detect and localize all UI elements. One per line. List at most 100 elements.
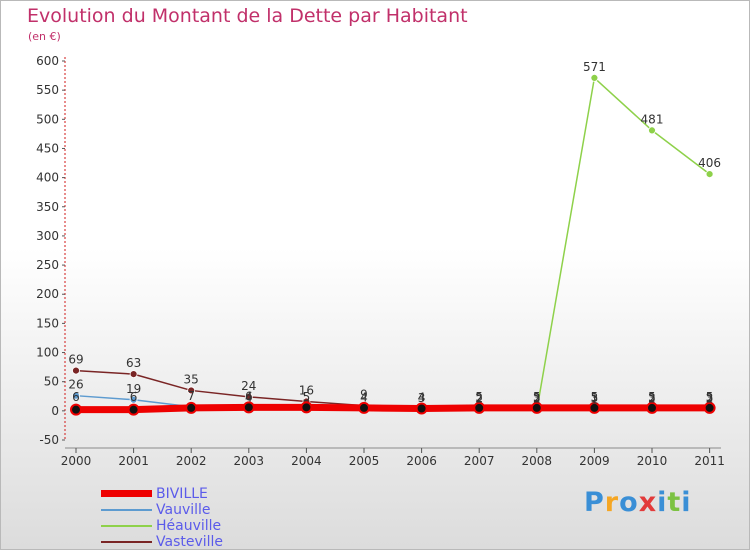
data-label: 3 <box>533 391 541 405</box>
legend-label: Héauville <box>156 518 222 534</box>
logo-letter: o <box>619 487 639 518</box>
logo-letter: x <box>638 487 658 518</box>
x-tick-label: 2003 <box>234 454 265 468</box>
proxiti-logo: Proxiti <box>584 487 692 518</box>
data-point <box>646 401 658 414</box>
data-label: 406 <box>698 156 721 170</box>
logo-letter: P <box>584 487 605 518</box>
x-tick-label: 2009 <box>579 454 610 468</box>
data-label: 2 <box>533 392 541 406</box>
data-point <box>129 395 138 404</box>
data-label: 2 <box>648 392 656 406</box>
legend-swatch <box>101 541 152 543</box>
y-tick-label: 400 <box>36 171 59 185</box>
data-point <box>473 401 486 414</box>
logo-letter: t <box>667 487 682 518</box>
data-label: 5 <box>648 390 656 404</box>
x-tick-label: 2010 <box>637 454 668 468</box>
data-label: 5 <box>475 390 483 404</box>
data-label: 3 <box>706 391 714 405</box>
x-tick-label: 2001 <box>118 454 149 468</box>
data-point <box>705 170 714 179</box>
data-label: 63 <box>126 356 141 370</box>
data-point <box>129 370 138 379</box>
data-label: 5 <box>303 390 311 404</box>
y-tick-label: 0 <box>51 404 59 418</box>
y-tick-label: 100 <box>36 346 59 360</box>
data-point <box>590 74 599 82</box>
data-label: 4 <box>245 391 253 405</box>
data-label: 4 <box>418 391 426 405</box>
data-label: 7 <box>187 389 195 403</box>
data-label: 2 <box>475 391 483 405</box>
y-tick-label: 50 <box>44 375 59 389</box>
data-point <box>70 403 82 416</box>
data-label: 26 <box>68 378 83 392</box>
data-label: 6 <box>72 390 80 404</box>
series-layer <box>70 74 716 416</box>
data-label: 35 <box>184 372 199 386</box>
data-point <box>72 391 80 400</box>
data-point <box>648 126 656 135</box>
y-tick-label: 350 <box>36 200 59 214</box>
y-tick-label: 500 <box>36 112 59 126</box>
x-tick-label: 2002 <box>176 454 207 468</box>
data-label: 2 <box>475 392 483 406</box>
data-label: 481 <box>641 112 664 126</box>
data-label: 5 <box>591 390 599 404</box>
data-label: 24 <box>241 379 256 393</box>
legend-item: BIVILLE <box>101 486 301 502</box>
data-point <box>242 401 255 414</box>
data-label: 3 <box>591 391 599 405</box>
data-label: 16 <box>299 384 314 398</box>
legend: BIVILLE Vauville Héauville Vasteville <box>101 486 301 549</box>
data-label: 19 <box>126 382 141 396</box>
data-label: 5 <box>706 390 714 404</box>
data-point <box>185 401 198 414</box>
legend-swatch <box>101 509 152 511</box>
chart-subtitle: (en €) <box>28 30 61 43</box>
y-tick-label: 250 <box>36 258 59 272</box>
data-point <box>358 401 370 414</box>
y-tick-label: 200 <box>36 287 59 301</box>
data-label: 3 <box>418 391 426 405</box>
legend-item: Héauville <box>101 518 301 534</box>
legend-label: BIVILLE <box>156 486 208 502</box>
data-point <box>244 392 253 401</box>
series-line-héauville <box>76 77 711 412</box>
data-label: 571 <box>583 60 606 74</box>
data-label: 5 <box>533 390 541 404</box>
y-tick-label: 600 <box>36 54 59 68</box>
y-tick-label: 300 <box>36 229 59 243</box>
x-tick-label: 2004 <box>291 454 322 468</box>
legend-item: Vasteville <box>101 534 301 549</box>
x-tick-label: 2006 <box>406 454 437 468</box>
axes: -50 0 50 100 150 200 250 300 350 400 450 500 550 600 2… <box>36 54 725 468</box>
chart-title: Evolution du Montant de la Dette par Hab… <box>27 5 468 27</box>
data-label: 4 <box>418 391 426 405</box>
data-label: 3 <box>648 391 656 405</box>
data-label: 6 <box>245 389 253 403</box>
data-point <box>300 401 313 414</box>
data-label: 4 <box>360 391 368 405</box>
data-point <box>187 386 196 395</box>
data-point <box>588 401 601 414</box>
data-point <box>530 401 543 414</box>
data-point <box>703 401 716 414</box>
data-point <box>127 403 140 416</box>
y-tick-label: 550 <box>36 83 59 97</box>
series-line-vasteville <box>75 369 710 410</box>
data-label: 6 <box>130 390 138 404</box>
data-point <box>72 366 80 375</box>
x-tick-label: 2011 <box>694 454 725 468</box>
data-point <box>415 402 428 415</box>
logo-letter: i <box>657 487 668 518</box>
x-tick-label: 2000 <box>61 454 92 468</box>
y-tick-label: -50 <box>39 433 59 447</box>
x-tick-label: 2008 <box>522 454 553 468</box>
data-label: 2 <box>706 392 714 406</box>
legend-item: Vauville <box>101 502 301 518</box>
